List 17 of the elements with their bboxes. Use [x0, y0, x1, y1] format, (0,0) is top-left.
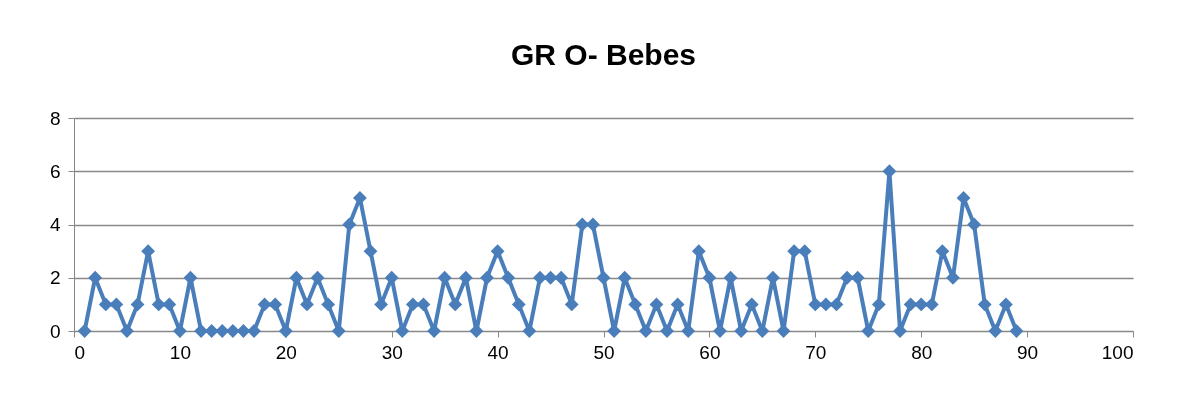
x-tick-label: 20 — [275, 341, 297, 363]
y-tick-label: 4 — [49, 214, 61, 235]
y-tick-label: 0 — [49, 320, 61, 342]
x-tick-label: 70 — [805, 341, 827, 363]
y-tick-label: 8 — [49, 107, 61, 129]
x-tick-label: 50 — [593, 341, 615, 363]
x-tick-label: 0 — [74, 341, 86, 363]
y-tick-label: 2 — [49, 267, 61, 289]
chart-title: GR O- Bebes — [510, 38, 697, 71]
y-tick-label: 6 — [49, 160, 61, 182]
x-tick-label: 30 — [381, 341, 403, 363]
x-tick-label: 40 — [487, 341, 509, 363]
x-tick-label: 60 — [699, 341, 721, 363]
x-tick-label: 100 — [1101, 341, 1134, 363]
x-tick-label: 80 — [911, 341, 933, 363]
x-tick-label: 10 — [169, 341, 191, 363]
x-tick-label: 90 — [1017, 341, 1039, 363]
